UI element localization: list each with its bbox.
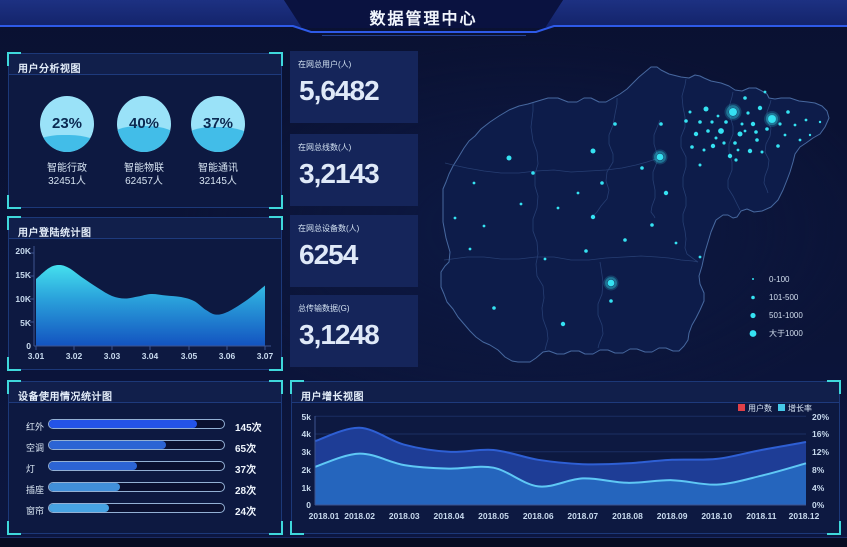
svg-text:2018.08: 2018.08	[612, 511, 643, 521]
svg-text:2018.05: 2018.05	[478, 511, 509, 521]
svg-text:101-500: 101-500	[769, 293, 799, 302]
svg-text:2k: 2k	[302, 465, 312, 475]
svg-text:3.06: 3.06	[219, 351, 236, 361]
svg-text:0: 0	[306, 500, 311, 510]
svg-text:3.01: 3.01	[28, 351, 45, 361]
svg-text:4k: 4k	[302, 429, 312, 439]
svg-text:3.02: 3.02	[66, 351, 83, 361]
svg-text:3.03: 3.03	[104, 351, 121, 361]
svg-text:3.05: 3.05	[181, 351, 198, 361]
svg-text:3.04: 3.04	[142, 351, 159, 361]
svg-text:5K: 5K	[20, 318, 32, 328]
svg-text:2018.10: 2018.10	[701, 511, 732, 521]
svg-text:16%: 16%	[812, 429, 829, 439]
svg-text:2018.01: 2018.01	[309, 511, 340, 521]
svg-text:2018.06: 2018.06	[523, 511, 554, 521]
svg-text:大于1000: 大于1000	[769, 328, 803, 338]
svg-text:5k: 5k	[302, 412, 312, 422]
svg-text:8%: 8%	[812, 465, 825, 475]
svg-text:0-100: 0-100	[769, 275, 790, 284]
svg-text:20%: 20%	[812, 412, 829, 422]
svg-text:10K: 10K	[15, 294, 31, 304]
svg-text:2018.12: 2018.12	[789, 511, 820, 521]
svg-text:2018.02: 2018.02	[344, 511, 375, 521]
svg-text:12%: 12%	[812, 447, 829, 457]
svg-text:0%: 0%	[812, 500, 825, 510]
svg-text:2018.09: 2018.09	[657, 511, 688, 521]
svg-text:15K: 15K	[15, 270, 31, 280]
svg-text:3.07: 3.07	[257, 351, 274, 361]
svg-text:2018.07: 2018.07	[567, 511, 598, 521]
svg-text:2018.11: 2018.11	[746, 511, 777, 521]
svg-text:501-1000: 501-1000	[769, 311, 803, 320]
svg-text:用户数: 用户数	[748, 403, 772, 413]
svg-text:4%: 4%	[812, 483, 825, 493]
svg-text:2018.03: 2018.03	[389, 511, 420, 521]
svg-text:增长率: 增长率	[788, 403, 812, 413]
svg-text:1k: 1k	[302, 483, 312, 493]
svg-text:0: 0	[26, 341, 31, 351]
svg-text:2018.04: 2018.04	[434, 511, 465, 521]
svg-text:3k: 3k	[302, 447, 312, 457]
svg-text:20K: 20K	[15, 246, 31, 256]
